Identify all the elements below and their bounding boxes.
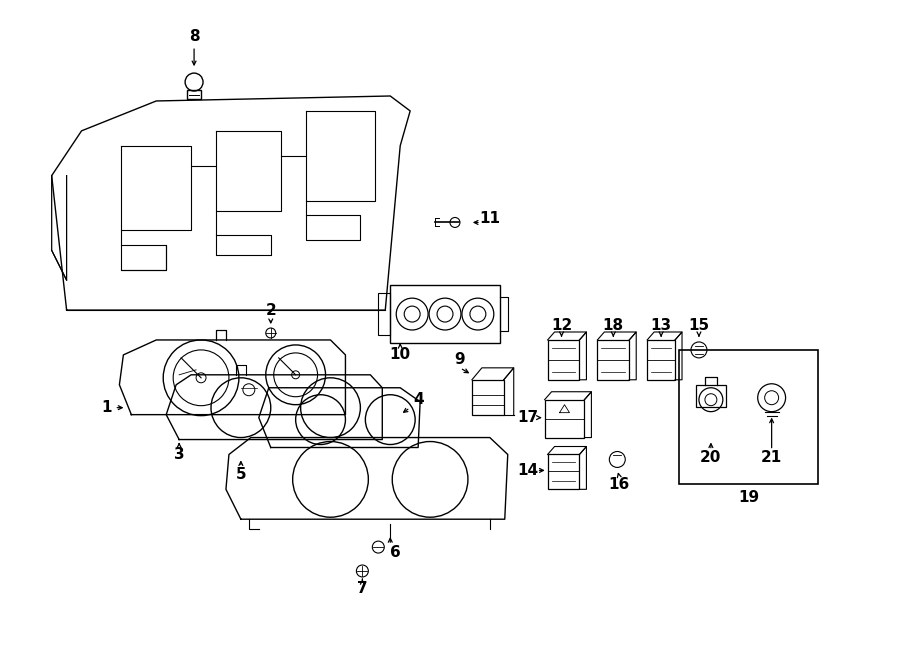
Text: 10: 10 (390, 348, 410, 362)
Text: 8: 8 (189, 28, 200, 44)
Bar (547, 340, 580, 380)
Bar (544, 400, 584, 438)
Text: 1: 1 (101, 400, 112, 415)
Bar (378, 293, 391, 335)
Bar (187, 90, 201, 99)
Bar (391, 285, 500, 343)
Text: 11: 11 (480, 211, 500, 226)
Bar (679, 350, 818, 485)
Text: 13: 13 (651, 317, 671, 332)
Text: 18: 18 (603, 317, 624, 332)
Text: 17: 17 (518, 410, 538, 425)
Text: 20: 20 (700, 450, 722, 465)
Text: 6: 6 (390, 545, 400, 560)
Text: 9: 9 (454, 352, 465, 368)
Bar (472, 380, 504, 414)
Text: 2: 2 (266, 303, 276, 317)
Text: 5: 5 (236, 467, 247, 482)
Text: 12: 12 (551, 317, 572, 332)
Text: 4: 4 (413, 392, 423, 407)
Bar (696, 385, 725, 407)
Text: 3: 3 (174, 447, 184, 462)
Bar (598, 340, 629, 380)
Text: 19: 19 (738, 490, 760, 505)
Text: 7: 7 (357, 582, 368, 596)
Text: 21: 21 (761, 450, 782, 465)
Bar (547, 455, 580, 489)
Text: 15: 15 (688, 317, 709, 332)
Text: 14: 14 (518, 463, 538, 478)
Bar (647, 340, 675, 380)
Text: 16: 16 (608, 477, 630, 492)
